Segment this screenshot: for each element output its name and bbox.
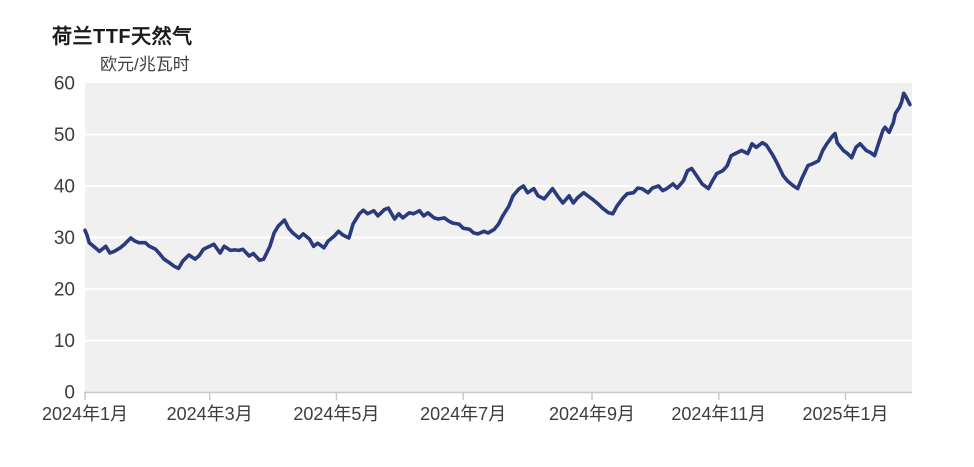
x-tick-label: 2025年1月 <box>802 404 888 424</box>
y-tick-label: 20 <box>54 280 75 301</box>
y-tick-label: 30 <box>54 228 75 249</box>
x-tick-label: 2024年1月 <box>42 404 128 424</box>
chart-unit-label: 欧元/兆瓦时 <box>100 55 190 74</box>
x-tick-label: 2024年3月 <box>167 404 253 424</box>
y-tick-label: 60 <box>54 74 75 95</box>
y-tick-label: 40 <box>54 177 75 198</box>
x-tick-label: 2024年11月 <box>671 404 766 424</box>
y-tick-label: 50 <box>54 125 75 146</box>
price-line-series <box>83 91 912 271</box>
x-tick-label: 2024年7月 <box>420 404 506 424</box>
x-tick-label: 2024年9月 <box>549 404 635 424</box>
x-tick-label: 2024年5月 <box>293 404 379 424</box>
chart-title: 荷兰TTF天然气 <box>52 26 193 48</box>
y-tick-label: 10 <box>54 331 75 352</box>
y-tick-label: 0 <box>64 383 75 404</box>
